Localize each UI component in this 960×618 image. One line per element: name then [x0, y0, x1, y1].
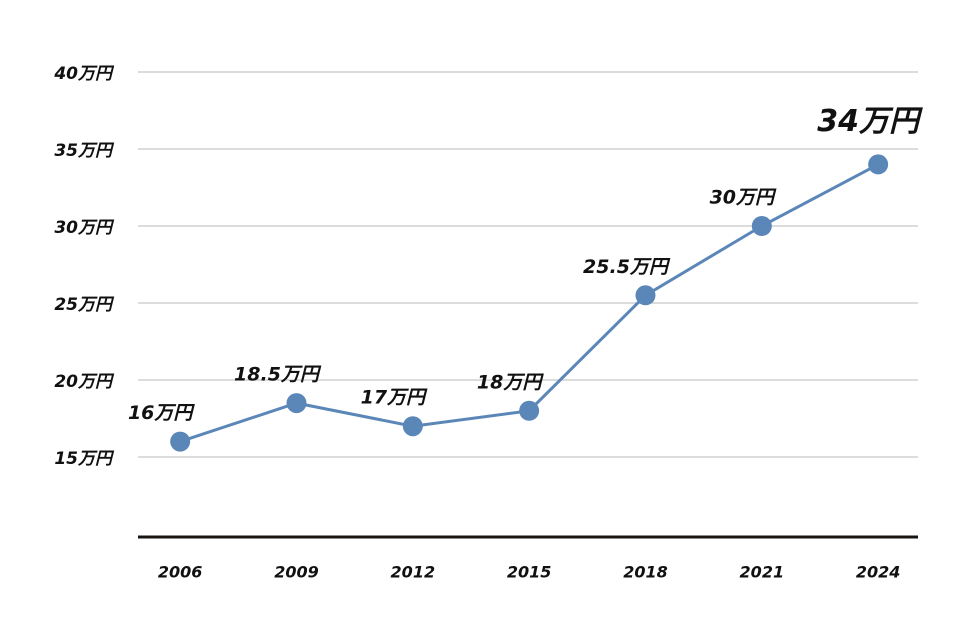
point: [635, 285, 656, 306]
value-label: 18万円: [477, 371, 544, 393]
y-tick-label: 30万円: [54, 218, 115, 238]
point: [170, 431, 191, 452]
y-tick-label: 25万円: [54, 295, 115, 315]
value-label: 16万円: [128, 402, 195, 424]
point: [751, 216, 772, 236]
value-label: 30万円: [710, 187, 777, 209]
x-tick-label: 2012: [391, 563, 436, 582]
point: [286, 393, 307, 414]
x-tick-label: 2018: [623, 563, 668, 582]
value-label: 25.5万円: [583, 256, 671, 278]
value-label: 17万円: [361, 387, 428, 409]
x-tick-label: 2009: [274, 563, 319, 582]
x-tick-label: 2006: [158, 563, 203, 582]
y-tick-label: 15万円: [54, 449, 115, 469]
value-label: 18.5万円: [234, 364, 322, 386]
point: [402, 416, 423, 437]
x-tick-label: 2021: [740, 563, 785, 582]
y-tick-label: 35万円: [54, 141, 115, 161]
y-tick-label: 20万円: [54, 372, 115, 392]
point: [519, 400, 540, 421]
point: [868, 154, 889, 175]
x-tick-label: 2024: [856, 563, 901, 582]
y-tick-label: 40万円: [53, 64, 115, 84]
x-tick-label: 2015: [507, 563, 552, 582]
value-label: 34万円: [817, 104, 923, 139]
